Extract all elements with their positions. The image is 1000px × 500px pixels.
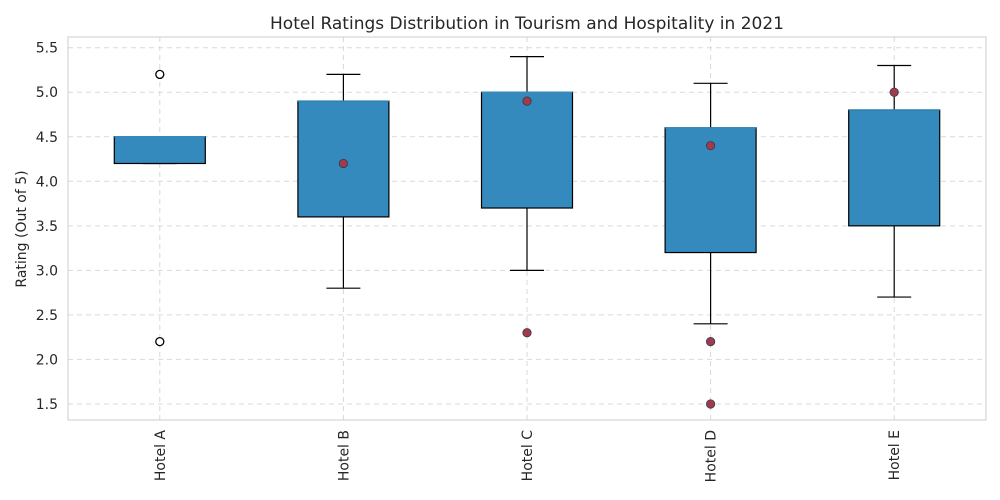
- data-point: [338, 158, 348, 169]
- data-point: [705, 141, 716, 151]
- y-tick-label: 1.5: [36, 397, 58, 413]
- box-hotel-e: [848, 109, 941, 227]
- x-tick-label: Hotel C: [520, 430, 536, 482]
- y-tick-label: 4.5: [36, 130, 58, 146]
- data-point: [522, 328, 532, 338]
- data-point: [705, 399, 716, 409]
- x-tick-label: Hotel B: [336, 430, 352, 481]
- y-tick-label: 5.0: [36, 85, 58, 101]
- y-tick-label: 2.5: [36, 308, 58, 324]
- y-tick-label: 2.0: [36, 352, 58, 368]
- point-layer: [155, 69, 899, 409]
- y-tick-label: 4.0: [36, 174, 58, 190]
- data-point: [522, 96, 532, 106]
- box-hotel-a: [113, 136, 206, 165]
- x-tick-label: Hotel D: [704, 430, 720, 482]
- x-tick-label: Hotel A: [153, 430, 169, 482]
- data-point: [705, 337, 716, 347]
- y-tick-label: 3.0: [36, 263, 58, 279]
- box-layer: [113, 55, 941, 325]
- y-tick-label: 5.5: [36, 41, 58, 57]
- y-tick-label: 3.5: [36, 219, 58, 235]
- plot-frame: [67, 36, 987, 421]
- tick-layer: 1.5 2.0 2.5 3.0 3.5 4.0 4.5 5.0 5.5 Hotel A Hotel …: [36, 41, 903, 483]
- outlier-marker: [155, 69, 165, 80]
- data-point: [889, 87, 899, 97]
- y-axis-label: Rating (Out of 5): [14, 170, 30, 287]
- chart-title: Hotel Ratings Distribution in Tourism an…: [270, 14, 784, 34]
- outlier-marker: [155, 336, 165, 347]
- x-tick-label: Hotel E: [887, 430, 903, 480]
- box-hotel-c: [480, 91, 574, 209]
